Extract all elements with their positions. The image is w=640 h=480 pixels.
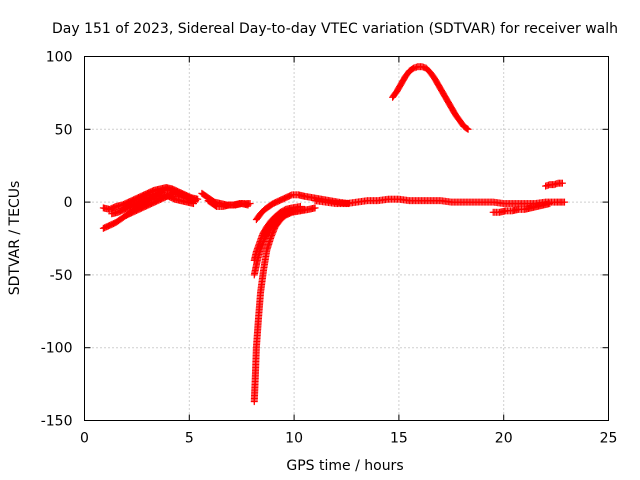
data-point [463, 125, 471, 133]
y-tick-label: 0 [64, 195, 73, 211]
y-tick-label: 100 [46, 50, 73, 66]
series-dip-3 [250, 205, 309, 279]
plot-frame [84, 56, 609, 421]
y-tick-label: -50 [50, 268, 73, 284]
series-arc-d [122, 189, 200, 219]
data-point [558, 179, 566, 187]
data-point [311, 204, 319, 212]
y-tick-label: -100 [41, 341, 73, 357]
series-flat-2 [489, 200, 554, 216]
data-point [301, 205, 309, 213]
y-tick-label: 50 [55, 122, 73, 138]
x-tick-label: 5 [185, 431, 194, 447]
data-point [244, 201, 252, 209]
axis-ticks: 0 5 10 15 20 25 -150 -100 -50 0 50 100 [41, 50, 618, 447]
grid [84, 56, 609, 421]
x-tick-label: 10 [285, 431, 303, 447]
data-points [99, 63, 568, 406]
x-tick-label: 15 [390, 431, 408, 447]
y-tick-label: -150 [41, 414, 73, 430]
data-point [464, 125, 472, 133]
x-tick-label: 20 [495, 431, 513, 447]
series-late [542, 179, 566, 190]
x-tick-label: 25 [600, 431, 618, 447]
series-flat-1 [311, 195, 568, 208]
data-point [560, 198, 568, 206]
data-point [192, 197, 200, 205]
x-axis-label: GPS time / hours [286, 458, 403, 474]
y-axis-label: SDTVAR / TECUs [7, 181, 23, 296]
x-tick-label: 0 [80, 431, 89, 447]
series-hump [389, 63, 472, 133]
data-point [546, 200, 554, 208]
chart-title: Day 151 of 2023, Sidereal Day-to-day VTE… [52, 21, 618, 37]
series-arc-f [204, 197, 252, 210]
